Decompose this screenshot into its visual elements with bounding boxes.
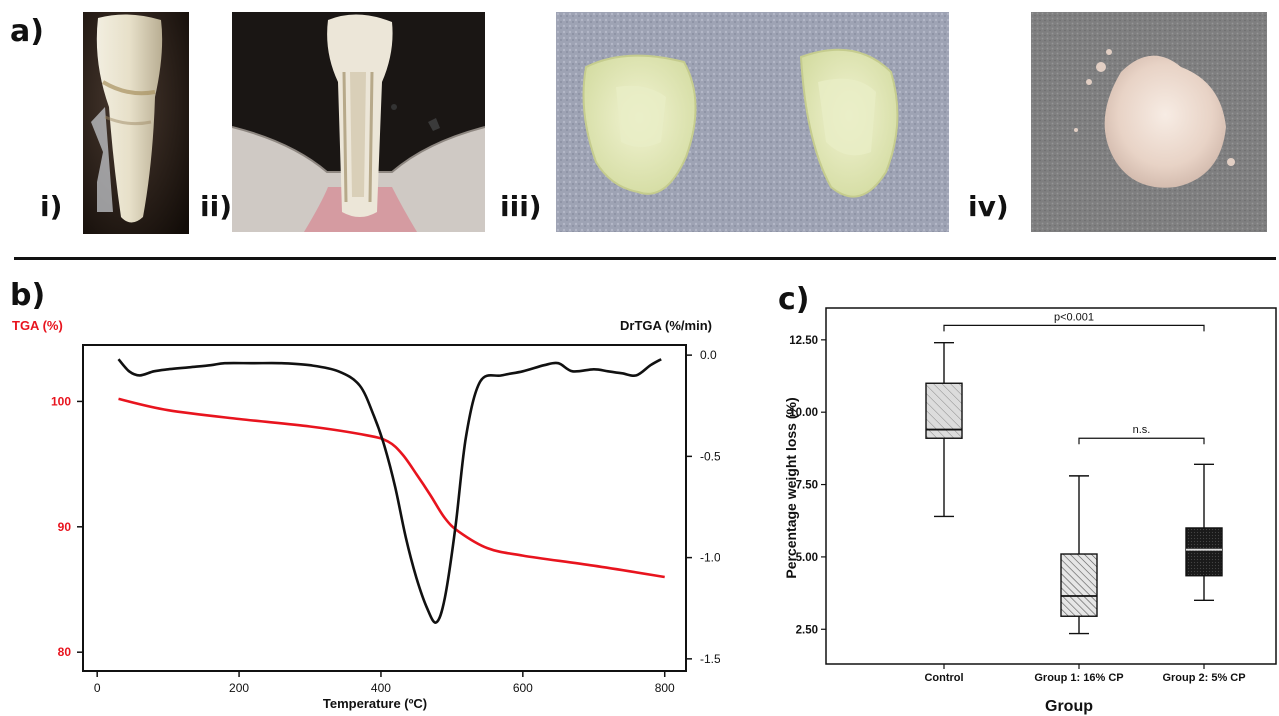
tooth-photo-icon [83,12,189,234]
tga-curve [118,397,665,579]
tga-left-axis-title: TGA (%) [12,318,63,333]
tga-right-tick-label: -0.5 [700,449,720,463]
tga-chart: TGA (%) DrTGA (%/min) 0 200 400 600 800 80 90 1… [12,318,720,711]
photo-label-iv: iv) [968,190,1009,223]
tga-x-tick-label: 400 [371,681,391,695]
tga-x-axis-title: Temperature (ºC) [323,696,427,711]
drtga-curve [117,358,662,624]
photo-label-iii: iii) [500,190,542,223]
tga-left-tick-label: 80 [58,645,72,659]
tga-plot-frame [82,344,687,672]
sectioned-tooth-photo-icon [232,12,485,232]
panel-divider [14,257,1276,260]
tga-x-tick-label: 600 [513,681,533,695]
tga-x-tick-label: 0 [94,681,101,695]
box-x-axis-title: Group [1045,698,1093,715]
panel-c-label: c) [778,282,810,317]
significance-label: p<0.001 [1054,311,1094,323]
tga-right-tick-label: -1.5 [700,652,720,666]
box-y-tick-label: 5.00 [796,552,818,564]
box-y-tick-label: 10.00 [789,407,818,419]
box-iqr [1060,553,1098,617]
box-category-label: Group 1: 16% CP [1034,672,1123,684]
tga-left-tick-label: 90 [58,520,72,534]
box-iqr [1185,527,1223,577]
panel-a-label: a) [10,14,44,49]
box-y-tick-label: 12.50 [789,335,818,347]
box-category-label: Control [924,672,963,684]
tga-x-tick-label: 800 [655,681,675,695]
box-y-tick-label: 2.50 [796,624,818,636]
box-y-tick-label: 7.50 [796,480,818,492]
significance-bracket [943,324,1205,332]
tga-left-tick-label: 100 [51,394,71,408]
tga-right-tick-label: -1.0 [700,551,720,565]
significance-bracket [1078,437,1205,445]
tga-right-axis-title: DrTGA (%/min) [620,318,712,333]
significance-label: n.s. [1133,424,1151,436]
box-y-axis-title: Percentage weight loss (%) [783,397,799,578]
tga-x-tick-label: 200 [229,681,249,695]
box-plot-frame [825,307,1277,665]
tga-right-tick-label: 0.0 [700,348,717,362]
panel-b-label: b) [10,278,46,313]
powder-photo-icon [1031,12,1267,232]
weight-loss-boxplot: Percentage weight loss (%) 2.50 5.00 7.50 1… [783,307,1277,715]
photo-label-ii: ii) [200,190,232,223]
box-category-label: Group 2: 5% CP [1162,672,1245,684]
photo-label-i: i) [40,190,63,223]
crown-fragments-photo-icon [556,12,949,232]
